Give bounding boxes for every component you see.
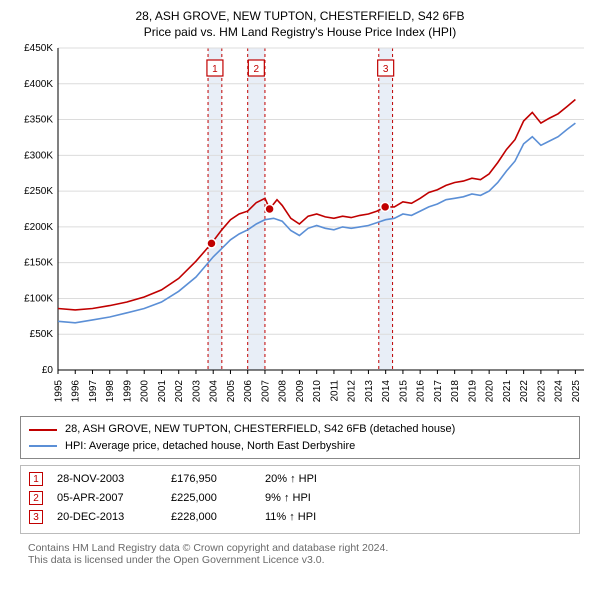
event-marker-icon: 1 <box>29 472 43 486</box>
legend-swatch <box>29 445 57 447</box>
attribution: Contains HM Land Registry data © Crown c… <box>20 540 580 570</box>
event-date: 28-NOV-2003 <box>57 473 157 485</box>
events-table: 1 28-NOV-2003 £176,950 20% ↑ HPI 2 05-AP… <box>20 465 580 534</box>
svg-text:2009: 2009 <box>295 380 306 403</box>
svg-text:£200K: £200K <box>24 222 53 233</box>
svg-text:2023: 2023 <box>536 380 547 403</box>
svg-text:£250K: £250K <box>24 186 53 197</box>
svg-text:2020: 2020 <box>485 380 496 403</box>
event-row: 1 28-NOV-2003 £176,950 20% ↑ HPI <box>29 472 571 486</box>
svg-text:1997: 1997 <box>88 380 99 403</box>
event-price: £225,000 <box>171 492 251 504</box>
svg-text:2006: 2006 <box>243 380 254 403</box>
legend-label: 28, ASH GROVE, NEW TUPTON, CHESTERFIELD,… <box>65 421 455 438</box>
svg-text:£350K: £350K <box>24 115 53 126</box>
svg-text:1996: 1996 <box>71 380 82 403</box>
page: 28, ASH GROVE, NEW TUPTON, CHESTERFIELD,… <box>0 0 600 590</box>
svg-text:2017: 2017 <box>433 380 444 403</box>
svg-text:2005: 2005 <box>226 380 237 403</box>
legend-swatch <box>29 429 57 431</box>
svg-text:2021: 2021 <box>502 380 513 403</box>
svg-text:2011: 2011 <box>329 380 340 402</box>
legend-item-series-a: 28, ASH GROVE, NEW TUPTON, CHESTERFIELD,… <box>29 421 571 438</box>
event-date: 20-DEC-2013 <box>57 511 157 523</box>
svg-text:2015: 2015 <box>398 380 409 403</box>
event-pct: 11% ↑ HPI <box>265 511 316 523</box>
svg-text:£50K: £50K <box>30 330 54 341</box>
chart: £0 £50K £100K £150K £200K £250K £300K £350K £400… <box>10 42 590 412</box>
svg-text:1: 1 <box>212 64 218 75</box>
svg-text:2010: 2010 <box>312 380 323 403</box>
chart-svg: £0 £50K £100K £150K £200K £250K £300K £350K £400… <box>10 42 590 412</box>
event-row: 2 05-APR-2007 £225,000 9% ↑ HPI <box>29 491 571 505</box>
svg-text:2007: 2007 <box>260 380 271 403</box>
event-pct: 9% ↑ HPI <box>265 492 311 504</box>
svg-text:2024: 2024 <box>554 380 565 403</box>
svg-text:1995: 1995 <box>54 380 65 403</box>
svg-text:2022: 2022 <box>519 380 530 403</box>
svg-text:2019: 2019 <box>467 380 478 403</box>
svg-text:3: 3 <box>383 64 389 75</box>
chart-title: 28, ASH GROVE, NEW TUPTON, CHESTERFIELD,… <box>10 8 590 40</box>
svg-text:2004: 2004 <box>209 380 220 403</box>
attribution-line-1: Contains HM Land Registry data © Crown c… <box>28 542 572 554</box>
svg-text:2013: 2013 <box>364 380 375 403</box>
svg-text:2003: 2003 <box>191 380 202 403</box>
svg-text:£450K: £450K <box>24 43 53 54</box>
event-marker-icon: 2 <box>29 491 43 505</box>
svg-text:1998: 1998 <box>105 380 116 403</box>
event-price: £228,000 <box>171 511 251 523</box>
svg-text:2: 2 <box>254 64 260 75</box>
event-date: 05-APR-2007 <box>57 492 157 504</box>
svg-text:2000: 2000 <box>140 380 151 403</box>
svg-text:£400K: £400K <box>24 79 53 90</box>
svg-text:£0: £0 <box>42 365 54 376</box>
title-line-2: Price paid vs. HM Land Registry's House … <box>10 24 590 40</box>
svg-text:2016: 2016 <box>416 380 427 403</box>
svg-text:£100K: £100K <box>24 294 53 305</box>
event-pct: 20% ↑ HPI <box>265 473 317 485</box>
svg-text:£300K: £300K <box>24 151 53 162</box>
legend: 28, ASH GROVE, NEW TUPTON, CHESTERFIELD,… <box>20 416 580 459</box>
event-marker-icon: 3 <box>29 510 43 524</box>
svg-text:2002: 2002 <box>174 380 185 403</box>
svg-text:2018: 2018 <box>450 380 461 403</box>
legend-label: HPI: Average price, detached house, Nort… <box>65 438 355 455</box>
legend-item-series-b: HPI: Average price, detached house, Nort… <box>29 438 571 455</box>
attribution-line-2: This data is licensed under the Open Gov… <box>28 554 572 566</box>
svg-text:2001: 2001 <box>157 380 168 403</box>
svg-text:1999: 1999 <box>122 380 133 403</box>
svg-text:2008: 2008 <box>278 380 289 403</box>
svg-text:2014: 2014 <box>381 380 392 403</box>
event-price: £176,950 <box>171 473 251 485</box>
svg-text:2012: 2012 <box>347 380 358 403</box>
svg-text:2025: 2025 <box>571 380 582 403</box>
title-line-1: 28, ASH GROVE, NEW TUPTON, CHESTERFIELD,… <box>10 8 590 24</box>
event-row: 3 20-DEC-2013 £228,000 11% ↑ HPI <box>29 510 571 524</box>
svg-text:£150K: £150K <box>24 258 53 269</box>
